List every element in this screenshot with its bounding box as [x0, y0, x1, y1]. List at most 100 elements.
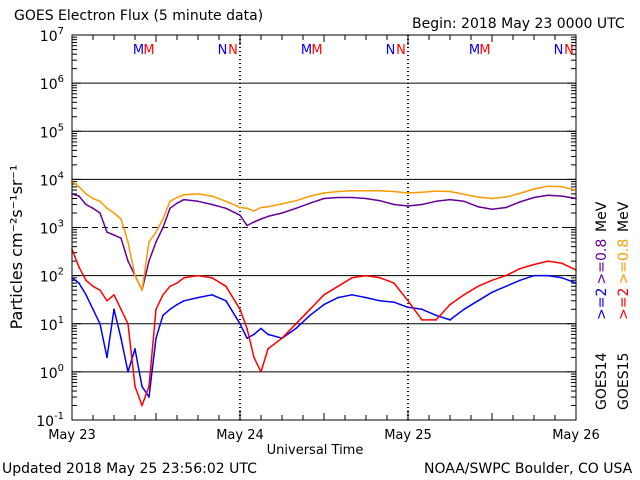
- data-point: [561, 195, 563, 197]
- data-point: [463, 308, 465, 311]
- data-point: [295, 327, 297, 330]
- data-point: [267, 205, 269, 208]
- data-point: [127, 322, 129, 325]
- data-point: [169, 207, 171, 210]
- legend-group-label: GOES14: [594, 352, 610, 410]
- mn-marker: M: [143, 43, 154, 58]
- data-point: [176, 303, 178, 306]
- data-point: [337, 190, 339, 193]
- data-point: [211, 195, 213, 197]
- data-point: [351, 277, 353, 279]
- mn-marker: N: [386, 43, 396, 58]
- data-point: [120, 337, 122, 340]
- data-point: [309, 195, 311, 197]
- data-point: [547, 274, 549, 277]
- data-point: [78, 186, 80, 188]
- data-point: [162, 314, 164, 317]
- data-point: [435, 314, 437, 317]
- data-point: [407, 205, 409, 207]
- updated-timestamp: Updated 2018 May 25 23:56:02 UTC: [2, 461, 257, 477]
- mn-marker: N: [564, 43, 574, 58]
- y-tick-label: 100: [40, 363, 64, 382]
- data-point: [225, 200, 227, 203]
- data-point: [463, 200, 465, 203]
- data-point: [155, 241, 157, 243]
- data-point: [106, 231, 108, 233]
- data-point: [365, 197, 367, 200]
- begin-time-label: Begin: 2018 May 23 0000 UTC: [412, 16, 625, 32]
- x-tick-label: May 26: [552, 428, 600, 443]
- data-point: [323, 192, 325, 194]
- data-point: [162, 226, 164, 229]
- data-point: [225, 299, 227, 302]
- data-point: [463, 293, 465, 296]
- data-point: [176, 282, 178, 284]
- plot-frame: [71, 34, 577, 421]
- data-point: [547, 194, 549, 196]
- data-point: [323, 303, 325, 306]
- data-point: [246, 207, 248, 210]
- legend-group-label: GOES15: [616, 353, 632, 410]
- mn-marker: M: [479, 43, 490, 58]
- data-point: [267, 215, 269, 218]
- data-point: [253, 333, 255, 336]
- data-point: [260, 218, 262, 220]
- mn-marker: M: [311, 43, 322, 58]
- data-point: [183, 299, 185, 302]
- data-point: [365, 296, 367, 299]
- data-point: [547, 260, 549, 262]
- data-point: [99, 322, 101, 325]
- data-point: [176, 202, 178, 204]
- x-tick-label: May 24: [216, 428, 264, 443]
- data-point: [211, 277, 213, 279]
- data-point: [435, 200, 437, 203]
- data-point: [491, 197, 493, 200]
- data-point: [260, 327, 262, 330]
- data-point: [148, 260, 150, 262]
- series-line: [71, 249, 577, 407]
- data-point: [239, 214, 241, 217]
- x-axis-label: Universal Time: [267, 443, 364, 458]
- data-point: [120, 308, 122, 311]
- data-point: [323, 197, 325, 200]
- data-point: [505, 196, 507, 198]
- data-point: [155, 231, 157, 233]
- data-point: [519, 267, 521, 270]
- data-point: [379, 189, 381, 192]
- data-point: [491, 208, 493, 211]
- data-point: [337, 196, 339, 199]
- data-point: [183, 277, 185, 279]
- data-point: [141, 404, 143, 407]
- data-point: [183, 193, 185, 196]
- data-point: [393, 190, 395, 193]
- mn-marker: N: [554, 43, 564, 58]
- data-point: [379, 299, 381, 302]
- data-point: [106, 207, 108, 210]
- data-point: [197, 274, 199, 277]
- chart-title: GOES Electron Flux (5 minute data): [14, 8, 264, 24]
- credit-label: NOAA/SWPC Boulder, CO USA: [424, 461, 633, 477]
- y-tick-label: 102: [40, 267, 64, 286]
- data-point: [351, 293, 353, 296]
- data-point: [225, 285, 227, 288]
- data-point: [85, 293, 87, 296]
- data-point: [113, 293, 115, 296]
- data-point: [337, 285, 339, 288]
- mn-marker: M: [133, 43, 144, 58]
- data-point: [365, 274, 367, 277]
- legend-entry: MeV: [616, 201, 632, 232]
- data-point: [547, 185, 549, 188]
- data-point: [463, 193, 465, 196]
- data-point: [92, 285, 94, 288]
- x-tick-label: May 23: [48, 428, 96, 443]
- data-point: [533, 274, 535, 277]
- data-point: [449, 198, 451, 201]
- data-point: [85, 193, 87, 195]
- data-point: [393, 301, 395, 304]
- data-point: [92, 197, 94, 200]
- data-point: [120, 218, 122, 220]
- data-point: [267, 333, 269, 336]
- data-point: [561, 186, 563, 188]
- y-tick-label: 107: [40, 26, 64, 45]
- data-point: [281, 212, 283, 214]
